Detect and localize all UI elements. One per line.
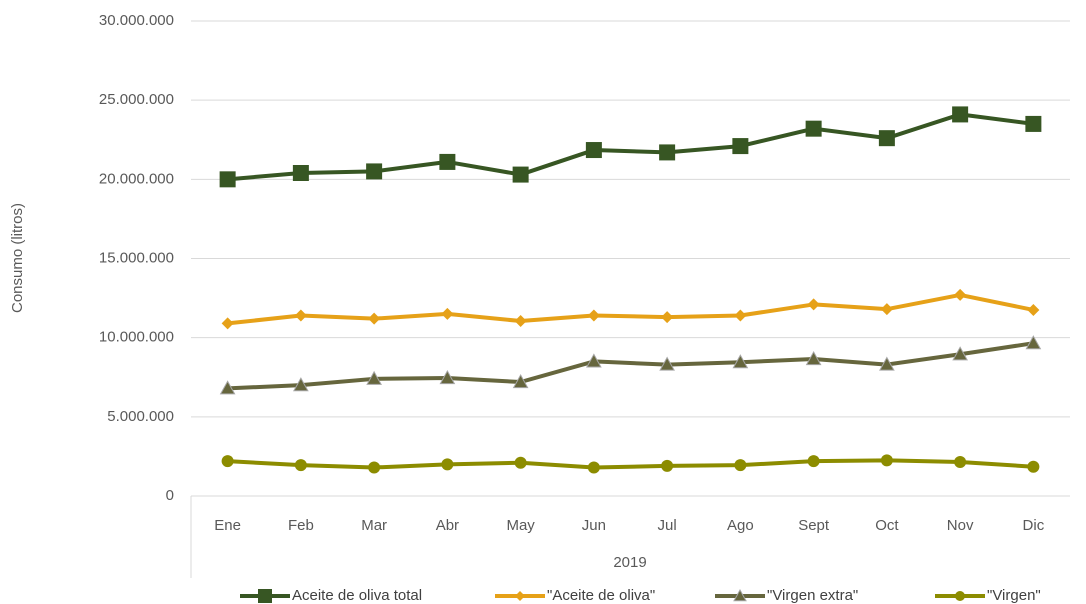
marker [1025, 115, 1042, 132]
marker [221, 317, 234, 330]
marker [880, 303, 893, 316]
x-tick-label: Ene [214, 517, 241, 534]
marker [952, 106, 969, 123]
x-tick-label: Oct [875, 517, 899, 534]
x-tick-label: Mar [361, 517, 387, 534]
y-tick-label: 15.000.000 [99, 249, 174, 266]
marker [439, 153, 456, 170]
marker [805, 120, 822, 137]
x-tick-label: Ago [727, 517, 754, 534]
marker [878, 130, 895, 147]
x-tick-label: Dic [1023, 517, 1045, 534]
x-tick-label: Jun [582, 517, 606, 534]
marker [734, 459, 747, 472]
marker [734, 309, 747, 322]
marker [586, 353, 602, 368]
legend-marker [515, 591, 525, 601]
marker [294, 309, 307, 322]
x-tick-label: Jul [658, 517, 677, 534]
y-tick-label: 30.000.000 [99, 12, 174, 29]
legend-label: "Aceite de oliva" [547, 587, 655, 604]
marker [294, 459, 307, 472]
marker [368, 312, 381, 325]
marker [1025, 335, 1042, 350]
x-tick-label: Abr [436, 517, 459, 534]
marker [439, 370, 456, 385]
x-tick-label: Nov [947, 517, 974, 534]
marker [1027, 460, 1040, 473]
marker [659, 356, 675, 371]
marker [880, 454, 893, 467]
marker [659, 144, 676, 161]
marker [219, 171, 236, 188]
x-tick-label: Sept [798, 517, 830, 534]
legend-marker [258, 589, 272, 603]
x-group-label: 2019 [613, 554, 646, 571]
x-tick-label: Feb [288, 517, 314, 534]
y-tick-label: 5.000.000 [107, 408, 174, 425]
marker [219, 380, 236, 395]
legend-label: "Virgen" [987, 587, 1041, 604]
series-line [227, 112, 1034, 182]
marker [368, 461, 381, 474]
series-line [227, 341, 1034, 391]
marker [587, 461, 600, 474]
marker [512, 373, 529, 389]
marker [514, 456, 527, 469]
marker [441, 307, 454, 320]
legend-marker [733, 588, 747, 602]
marker [512, 166, 529, 183]
y-tick-label: 0 [166, 487, 174, 504]
marker [292, 165, 309, 181]
marker [293, 377, 309, 392]
marker [805, 351, 822, 366]
marker [585, 142, 602, 159]
marker [732, 354, 749, 369]
marker [366, 370, 382, 385]
marker [587, 309, 600, 322]
marker [807, 298, 820, 311]
legend-label: "Virgen extra" [767, 587, 858, 604]
y-tick-label: 10.000.000 [99, 329, 174, 346]
marker [954, 288, 967, 301]
marker [514, 315, 527, 328]
legend-marker [955, 591, 965, 601]
marker [661, 311, 674, 324]
marker [1027, 303, 1040, 316]
marker [661, 459, 674, 472]
legend-label: Aceite de oliva total [292, 587, 422, 604]
marker [954, 455, 967, 468]
marker [879, 356, 895, 371]
series-line [227, 292, 1034, 326]
y-tick-label: 20.000.000 [99, 170, 174, 187]
marker [807, 455, 820, 468]
marker [732, 138, 749, 155]
marker [441, 458, 454, 471]
y-axis-label: Consumo (litros) [9, 203, 26, 313]
marker [221, 455, 234, 468]
marker [952, 346, 968, 361]
series-line [227, 458, 1034, 470]
x-tick-label: May [506, 517, 535, 534]
marker [366, 163, 383, 180]
y-tick-label: 25.000.000 [99, 91, 174, 108]
